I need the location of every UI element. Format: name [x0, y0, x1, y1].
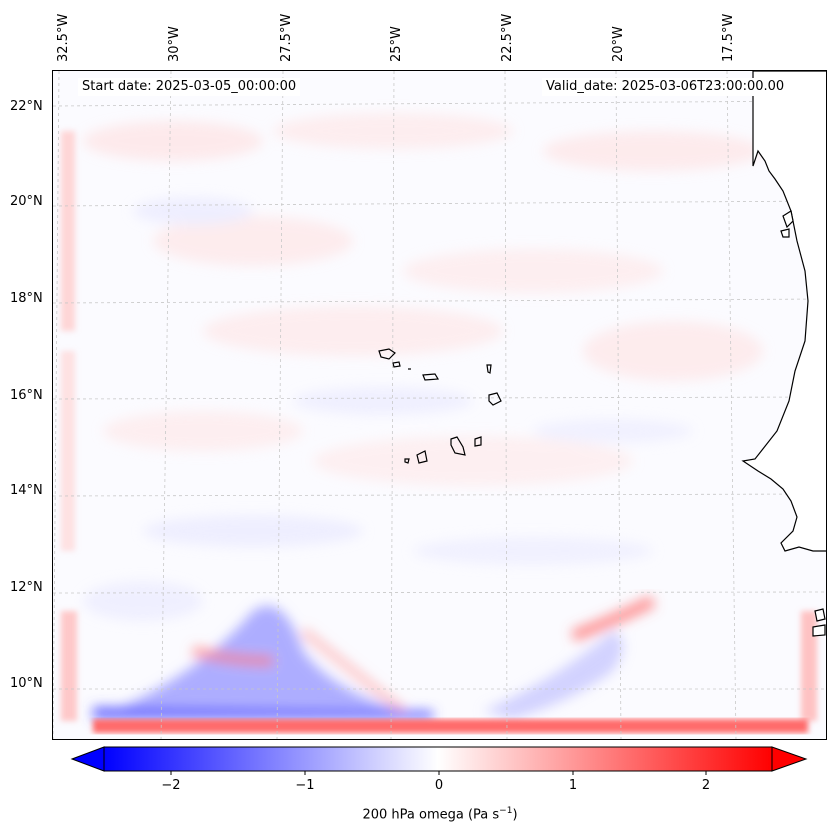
- lon-label-20w: 20°W: [611, 26, 626, 62]
- lat-label-20n: 20°N: [10, 194, 43, 209]
- colorbar-tick-1: 1: [568, 778, 578, 793]
- lat-label-16n: 16°N: [10, 388, 43, 403]
- colorbar-gradient: [103, 746, 773, 772]
- lon-label-32-5w: 32.5°W: [56, 13, 71, 62]
- lat-label-18n: 18°N: [10, 291, 43, 306]
- omega-field-map: [53, 71, 826, 739]
- lon-label-30w: 30°W: [167, 26, 182, 62]
- lon-label-25w: 25°W: [389, 26, 404, 62]
- cape-verde-islands: [378, 348, 502, 464]
- graticule: [53, 71, 826, 739]
- lat-label-12n: 12°N: [10, 580, 43, 595]
- lon-label-27-5w: 27.5°W: [279, 13, 294, 62]
- southern-bands: [93, 595, 656, 719]
- lat-label-22n: 22°N: [10, 99, 43, 114]
- valid-date-label: Valid_date: 2025-03-06T23:00:00.00: [542, 78, 789, 96]
- colorbar-tick-minus2: −2: [161, 778, 181, 793]
- lat-label-10n: 10°N: [10, 676, 43, 691]
- colorbar-tick-minus1: −1: [295, 778, 315, 793]
- weak-omega-patches: [83, 113, 763, 621]
- lat-label-14n: 14°N: [10, 483, 43, 498]
- bottom-red-band: [93, 719, 808, 733]
- colorbar-tick-0: 0: [434, 778, 444, 793]
- colorbar-max-extend: [771, 746, 808, 772]
- colorbar-min-extend: [70, 746, 105, 772]
- colorbar-label: 200 hPa omega (Pa s−1): [362, 806, 518, 823]
- map-panel[interactable]: [52, 70, 827, 740]
- lon-label-17-5w: 17.5°W: [721, 13, 736, 62]
- lon-label-22-5w: 22.5°W: [500, 13, 515, 62]
- colorbar: [70, 746, 808, 775]
- africa-coastline: [741, 71, 826, 637]
- start-date-label: Start date: 2025-03-05_00:00:00: [78, 78, 301, 96]
- colorbar-tick-2: 2: [701, 778, 711, 793]
- edge-strips: [61, 131, 817, 721]
